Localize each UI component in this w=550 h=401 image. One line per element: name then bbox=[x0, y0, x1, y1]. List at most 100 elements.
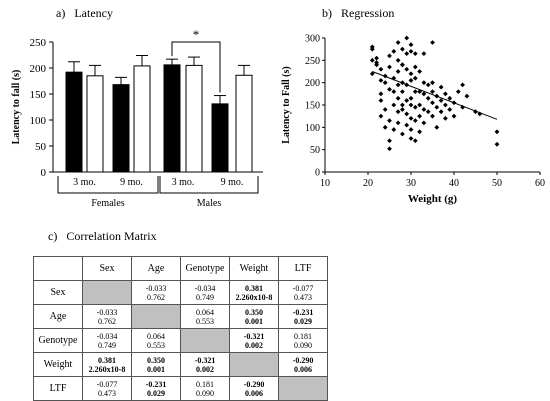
scatter-point bbox=[412, 51, 418, 57]
scatter-point bbox=[391, 127, 397, 132]
scatter-point bbox=[464, 93, 470, 99]
scatter-point bbox=[378, 78, 384, 83]
correlation-cell: 0.181 0.090 bbox=[278, 328, 328, 353]
cell-value: 0.749 bbox=[98, 340, 116, 350]
scatter-point bbox=[408, 102, 414, 108]
correlation-cell: 0.381 2.260x10-8 bbox=[229, 280, 279, 305]
panel-b-title: b) Regression bbox=[322, 6, 394, 21]
scatter-point bbox=[408, 127, 414, 132]
cell-value: -0.290 bbox=[243, 379, 265, 389]
scatter-point bbox=[395, 95, 401, 101]
x-tick-label: 10 bbox=[320, 178, 330, 189]
x-tick-label: 40 bbox=[449, 178, 459, 189]
scatter-point bbox=[447, 107, 453, 112]
table-row: Weight 0.381 2.260x10-8 0.350 0.001 -0.321 0.0… bbox=[33, 352, 328, 377]
y-tick-label: 0 bbox=[41, 167, 47, 179]
diagonal-cell bbox=[278, 376, 328, 401]
scatter-point bbox=[374, 55, 379, 61]
y-tick-label: 200 bbox=[305, 78, 320, 89]
cell-value: 0.350 bbox=[245, 307, 263, 317]
scatter-point bbox=[395, 69, 401, 74]
cell-value: 0.381 bbox=[245, 283, 263, 293]
scatter-point bbox=[404, 122, 410, 128]
scatter-point bbox=[417, 129, 422, 135]
correlation-cell: -0.290 0.006 bbox=[278, 352, 328, 377]
scatter-point bbox=[395, 82, 401, 88]
correlation-cell: -0.077 0.473 bbox=[278, 280, 328, 305]
correlation-cell: -0.231 0.029 bbox=[131, 376, 181, 401]
scatter-point bbox=[417, 89, 422, 94]
bar bbox=[65, 71, 83, 173]
cell-value: -0.033 bbox=[145, 283, 167, 293]
cell-value: 0.002 bbox=[245, 340, 263, 350]
scatter-point bbox=[404, 111, 410, 117]
correlation-cell: 0.064 0.553 bbox=[131, 328, 181, 353]
correlation-cell: 0.350 0.001 bbox=[229, 304, 279, 329]
diagonal-cell bbox=[82, 280, 132, 305]
correlation-cell: 0.181 0.090 bbox=[180, 376, 230, 401]
scatter-point bbox=[404, 66, 410, 72]
regression-scatter-chart: 0 50 100 150 200 250 300 10 20 30 40 50 60 Latency to… bbox=[281, 34, 545, 206]
scatter-point bbox=[387, 86, 392, 92]
scatter-point bbox=[412, 138, 418, 144]
correlation-cell: -0.231 0.029 bbox=[278, 304, 328, 329]
scatter-point bbox=[412, 118, 418, 124]
cell-value: 0.029 bbox=[147, 388, 165, 398]
cell-value: 0.181 bbox=[196, 379, 214, 389]
panel-c-title: c) Correlation Matrix bbox=[48, 229, 157, 244]
diagonal-cell bbox=[180, 328, 230, 353]
scatter-point bbox=[404, 98, 410, 103]
table-row: Sex -0.033 0.762 -0.034 0.749 0.381 2.260x10-8… bbox=[33, 280, 328, 305]
scatter-point bbox=[443, 116, 448, 121]
y-tick-label: 250 bbox=[30, 37, 47, 49]
correlation-cell: 0.350 0.001 bbox=[131, 352, 181, 377]
scatter-point bbox=[494, 141, 500, 147]
scatter-point bbox=[378, 113, 384, 119]
cell-value: 0.749 bbox=[196, 292, 214, 302]
scatter-point bbox=[438, 98, 444, 103]
cell-value: 0.001 bbox=[245, 316, 263, 326]
correlation-cell: -0.321 0.002 bbox=[229, 328, 279, 353]
cell-value: 2.260x10-8 bbox=[235, 292, 273, 302]
y-tick-label: 50 bbox=[35, 141, 47, 153]
y-axis-label: Latency to fall (s) bbox=[11, 70, 22, 145]
row-header: Age bbox=[33, 304, 83, 329]
cell-value: -0.034 bbox=[96, 331, 118, 341]
x-tick-label: 50 bbox=[492, 178, 502, 189]
significance-bracket bbox=[171, 41, 221, 93]
correlation-cell: -0.077 0.473 bbox=[82, 376, 132, 401]
scatter-point bbox=[417, 102, 422, 108]
correlation-cell: 0.064 0.553 bbox=[180, 304, 230, 329]
row-header: Weight bbox=[33, 352, 83, 377]
cell-value: 0.064 bbox=[147, 331, 165, 341]
scatter-point bbox=[378, 98, 384, 103]
scatter-point bbox=[404, 35, 410, 41]
scatter-point bbox=[421, 91, 427, 97]
scatter-point bbox=[434, 104, 440, 110]
cell-value: 0.090 bbox=[294, 340, 312, 350]
scatter-point bbox=[421, 51, 427, 57]
row-header: LTF bbox=[33, 376, 83, 401]
scatter-point bbox=[412, 75, 418, 81]
scatter-point bbox=[382, 107, 388, 112]
scatter-point bbox=[494, 129, 500, 135]
scatter-point bbox=[400, 107, 405, 112]
scatter-point bbox=[387, 53, 392, 59]
scatter-point bbox=[443, 91, 448, 97]
cell-value: -0.321 bbox=[243, 331, 265, 341]
age-label: 3 mo. bbox=[73, 177, 96, 188]
x-tick-label: 20 bbox=[363, 178, 373, 189]
cell-value: 0.553 bbox=[196, 316, 214, 326]
diagonal-cell bbox=[229, 352, 279, 377]
scatter-point bbox=[438, 84, 444, 90]
bar bbox=[112, 84, 130, 173]
scatter-point bbox=[400, 89, 405, 94]
correlation-cell: -0.033 0.762 bbox=[131, 280, 181, 305]
scatter-point bbox=[391, 49, 397, 54]
scatter-point bbox=[387, 118, 392, 124]
cell-value: 0.381 bbox=[98, 355, 116, 365]
scatter-point bbox=[421, 80, 427, 86]
scatter-point bbox=[417, 69, 422, 74]
correlation-cell: -0.034 0.749 bbox=[180, 280, 230, 305]
cell-value: -0.077 bbox=[96, 379, 118, 389]
